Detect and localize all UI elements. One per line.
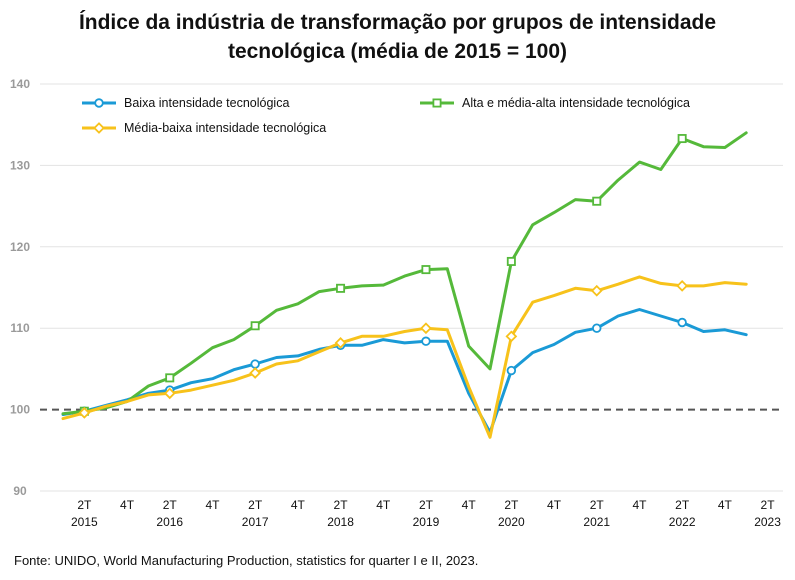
data-point-alta bbox=[165, 373, 175, 383]
x-tick-quarter: 2T bbox=[675, 498, 690, 512]
x-tick-year: 2022 bbox=[669, 515, 696, 529]
legend-item-media-baixa: Média-baixa intensidade tecnológica bbox=[82, 121, 326, 135]
data-point-media-baixa bbox=[420, 322, 432, 335]
legend-label: Média-baixa intensidade tecnológica bbox=[124, 121, 326, 135]
x-tick-quarter: 2T bbox=[334, 498, 349, 512]
data-point-baixa bbox=[592, 323, 602, 333]
data-point-media-baixa bbox=[334, 336, 347, 349]
data-point-alta bbox=[677, 134, 687, 144]
line-chart: 90 100 110 120 130 140 2T 2015 4T 2T 2016 4T 2T 2017… bbox=[10, 77, 783, 529]
series-line-media-baixa bbox=[61, 275, 748, 439]
x-tick-quarter: 4T bbox=[547, 498, 562, 512]
data-point-media-baixa bbox=[163, 387, 176, 400]
data-point-alta bbox=[250, 321, 260, 331]
legend-label: Baixa intensidade tecnológica bbox=[124, 96, 289, 110]
x-tick-quarter: 4T bbox=[462, 498, 477, 512]
chart-title: Índice da indústria de transformação por… bbox=[0, 8, 795, 66]
data-point-media-baixa bbox=[590, 284, 603, 297]
data-point-baixa bbox=[506, 365, 517, 376]
series-layer bbox=[61, 131, 748, 439]
y-tick-label: 120 bbox=[10, 240, 30, 254]
legend: Baixa intensidade tecnológica Alta e médi… bbox=[82, 96, 690, 135]
legend-swatch-marker bbox=[432, 98, 442, 108]
x-tick-year: 2021 bbox=[583, 515, 610, 529]
data-point-media-baixa bbox=[249, 367, 262, 379]
x-tick-year: 2018 bbox=[327, 515, 354, 529]
chart-title-line-1: Índice da indústria de transformação por… bbox=[78, 11, 717, 34]
y-tick-label: 100 bbox=[10, 403, 30, 417]
y-axis: 90 100 110 120 130 140 bbox=[10, 77, 30, 498]
x-tick-quarter: 2T bbox=[761, 498, 776, 512]
legend-label: Alta e média-alta intensidade tecnológic… bbox=[462, 96, 690, 110]
legend-item-alta: Alta e média-alta intensidade tecnológic… bbox=[420, 96, 690, 110]
series-media-baixa bbox=[61, 275, 748, 439]
grid-layer bbox=[40, 83, 783, 492]
x-tick-quarter: 4T bbox=[205, 498, 220, 512]
legend-item-baixa: Baixa intensidade tecnológica bbox=[82, 96, 289, 110]
data-point-alta bbox=[336, 283, 346, 293]
x-tick-quarter: 2T bbox=[590, 498, 605, 512]
series-line-alta bbox=[61, 131, 748, 416]
x-tick-year: 2017 bbox=[242, 515, 269, 529]
y-tick-label: 90 bbox=[13, 484, 27, 498]
x-tick-quarter: 2T bbox=[77, 498, 92, 512]
x-tick-year: 2015 bbox=[71, 515, 98, 529]
x-tick-quarter: 2T bbox=[248, 498, 263, 512]
x-axis: 2T 2015 4T 2T 2016 4T 2T 2017 4T 2T 2018 4T 2T 2019 4T… bbox=[71, 498, 781, 529]
x-tick-quarter: 4T bbox=[718, 498, 733, 512]
data-point-media-baixa bbox=[676, 279, 689, 292]
series-line-baixa bbox=[61, 308, 748, 434]
x-tick-year: 2020 bbox=[498, 515, 525, 529]
data-point-baixa bbox=[677, 317, 687, 328]
data-point-baixa bbox=[250, 359, 260, 369]
y-tick-label: 130 bbox=[10, 158, 30, 172]
x-tick-quarter: 2T bbox=[163, 498, 178, 512]
legend-swatch-marker bbox=[93, 122, 105, 134]
x-tick-year: 2016 bbox=[156, 515, 183, 529]
data-point-baixa bbox=[421, 336, 431, 346]
x-tick-quarter: 4T bbox=[632, 498, 647, 512]
series-alta bbox=[61, 131, 748, 416]
x-tick-year: 2019 bbox=[413, 515, 440, 529]
x-tick-quarter: 2T bbox=[419, 498, 434, 512]
data-point-media-baixa bbox=[505, 330, 518, 343]
y-tick-label: 140 bbox=[10, 77, 30, 91]
data-point-alta bbox=[421, 265, 431, 275]
data-point-alta bbox=[506, 256, 516, 266]
data-point-alta bbox=[592, 196, 602, 206]
legend-swatch-marker bbox=[94, 98, 104, 108]
x-tick-quarter: 4T bbox=[291, 498, 306, 512]
x-tick-quarter: 2T bbox=[504, 498, 519, 512]
source-note: Fonte: UNIDO, World Manufacturing Produc… bbox=[14, 553, 479, 568]
data-point-media-baixa bbox=[78, 406, 91, 419]
y-tick-label: 110 bbox=[10, 321, 30, 335]
chart-title-line-2: tecnológica (média de 2015 = 100) bbox=[227, 40, 568, 63]
x-tick-quarter: 4T bbox=[120, 498, 135, 512]
x-tick-year: 2023 bbox=[754, 515, 781, 529]
x-tick-quarter: 4T bbox=[376, 498, 391, 512]
